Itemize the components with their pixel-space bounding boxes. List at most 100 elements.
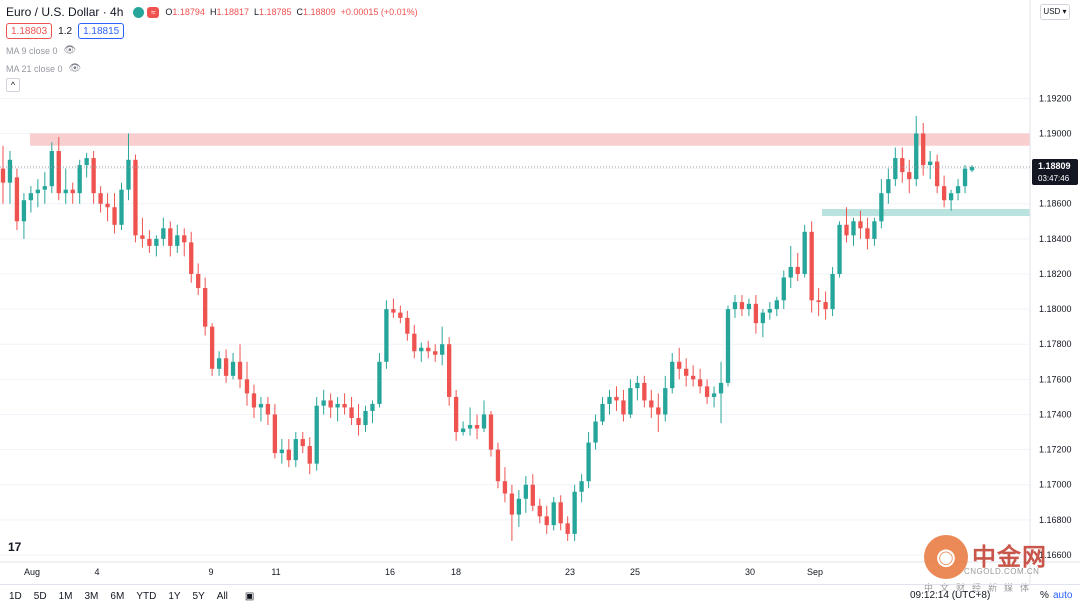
candle [272, 403, 278, 459]
ma9-indicator-legend[interactable]: MA 9 close 0 👁 [6, 45, 76, 56]
open-label: O [165, 7, 173, 17]
candle-body [258, 403, 264, 408]
candle [767, 302, 772, 320]
candle [879, 179, 884, 229]
candle-body [809, 231, 814, 301]
candle [516, 489, 522, 527]
candle-body [453, 396, 459, 433]
candle [300, 432, 305, 454]
candle-body [586, 442, 591, 482]
buy-price-button[interactable]: 1.18815 [78, 23, 125, 39]
ma21-indicator-legend[interactable]: MA 21 close 0 👁 [6, 63, 81, 74]
candle-body [209, 326, 215, 369]
tradingview-logo[interactable]: 17 [8, 540, 22, 554]
candle-body [7, 159, 13, 183]
candle-body [244, 379, 250, 394]
candle [711, 386, 717, 408]
x-tick-label: 11 [271, 567, 280, 577]
candle [314, 396, 319, 471]
calendar-icon[interactable]: ▣ [244, 591, 255, 602]
auto-scale-button[interactable]: auto [1053, 590, 1073, 601]
candle-body [502, 481, 508, 494]
candle-body [544, 516, 549, 526]
collapse-legend-button[interactable]: ^ [6, 78, 20, 92]
candle-body [635, 382, 640, 389]
candle-body [955, 186, 961, 194]
y-tick-label: 1.16600 [1039, 550, 1072, 560]
candle [265, 396, 271, 426]
open-value: 1.18794 [172, 7, 205, 17]
candle [216, 351, 222, 376]
candle-body [858, 221, 863, 229]
candle-body [879, 193, 884, 222]
candle-body [189, 242, 194, 274]
candle [753, 295, 759, 334]
support-zone [822, 208, 1030, 217]
x-tick-label: Aug [24, 567, 40, 577]
x-tick-label: 18 [451, 567, 461, 577]
range-1y-button[interactable]: 1Y [168, 591, 181, 602]
candle [433, 344, 438, 362]
high-label: H [209, 7, 217, 17]
candle-body [656, 407, 661, 415]
candle-body [928, 161, 933, 166]
candle-body [140, 235, 145, 239]
symbol-title[interactable]: Euro / U.S. Dollar · 4h [6, 5, 124, 19]
candle-body [746, 303, 752, 310]
range-1m-button[interactable]: 1M [58, 591, 73, 602]
currency-select[interactable]: USD ▾ [1040, 4, 1070, 20]
candle [203, 277, 208, 336]
candle [168, 221, 173, 257]
candle [14, 168, 20, 231]
candle [251, 384, 257, 418]
candle-body [893, 158, 898, 180]
time-axis: Aug 4 9 11 16 18 23 25 30 Sep [0, 561, 1080, 577]
range-5y-button[interactable]: 5Y [192, 591, 205, 602]
sell-price-button[interactable]: 1.18803 [6, 23, 53, 39]
candle-body [509, 493, 515, 515]
candle [42, 172, 47, 204]
range-ytd-button[interactable]: YTD [136, 591, 157, 602]
candle-body [830, 273, 835, 310]
candle-body [704, 386, 710, 397]
candle-body [342, 403, 347, 408]
range-1d-button[interactable]: 1D [9, 591, 22, 602]
candle-body [795, 266, 800, 274]
percent-scale-button[interactable]: % [1040, 590, 1049, 601]
candle [858, 210, 863, 239]
y-tick-label: 1.18200 [1039, 269, 1072, 279]
candle [398, 305, 403, 324]
candle [321, 389, 326, 415]
range-5d-button[interactable]: 5D [33, 591, 47, 602]
range-3m-button[interactable]: 3M [84, 591, 99, 602]
eye-hidden-icon[interactable]: 👁 [63, 45, 77, 56]
candle-body [523, 484, 529, 499]
candle-body [321, 400, 326, 406]
candle-body [328, 400, 333, 408]
candle-body [196, 273, 201, 289]
candle-body [802, 231, 807, 274]
candle-body [168, 228, 173, 246]
candle [258, 396, 264, 422]
candle [830, 266, 835, 317]
candle-body [558, 502, 563, 524]
range-all-button[interactable]: All [216, 591, 228, 602]
candle-body [154, 238, 159, 246]
clock-display[interactable]: 09:12:14 (UTC+8) [910, 590, 991, 601]
candle [21, 193, 27, 239]
watermark-brand: 中金网 [972, 544, 1047, 571]
x-tick-label: 9 [208, 567, 213, 577]
chart-grid [0, 97, 1030, 556]
candle-body [697, 379, 703, 387]
candle [161, 217, 166, 246]
eye-hidden-icon[interactable]: 👁 [68, 63, 82, 74]
candle-body [614, 396, 619, 401]
candle [440, 326, 445, 366]
candle-body [551, 502, 556, 526]
market-open-dot [133, 6, 145, 18]
candle-body [419, 347, 424, 352]
range-6m-button[interactable]: 6M [110, 591, 125, 602]
candle [537, 498, 542, 524]
candle-body [516, 498, 522, 515]
